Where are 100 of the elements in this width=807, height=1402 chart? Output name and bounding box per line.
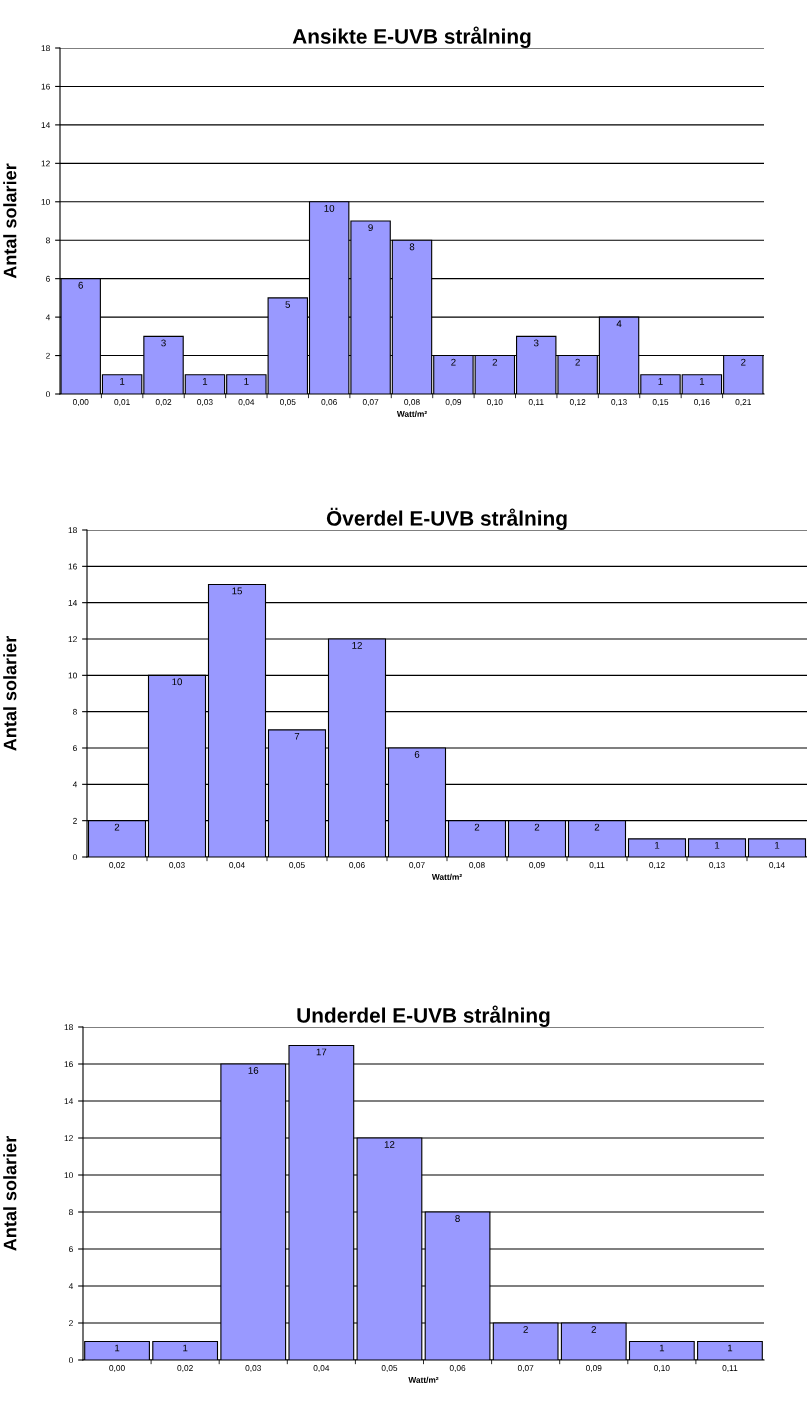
data-label: 1	[655, 841, 660, 849]
data-label: 3	[161, 339, 166, 347]
x-axis-title: Watt/m²	[408, 1376, 439, 1383]
y-tick-label: 14	[64, 1098, 74, 1105]
data-label: 2	[451, 358, 456, 366]
y-tick-label: 10	[68, 672, 77, 679]
data-label: 6	[78, 281, 83, 289]
x-axis-title: Watt/m²	[396, 410, 427, 417]
x-axis-title: Watt/m²	[431, 873, 462, 880]
data-label: 1	[202, 378, 208, 385]
x-tick-label: 0,03	[169, 862, 185, 869]
data-label: 1	[659, 1344, 665, 1352]
y-tick-label: 4	[72, 781, 78, 788]
x-tick-label: 0,06	[449, 1365, 466, 1372]
y-axis-title: Antal solarier	[3, 1136, 17, 1251]
x-tick-label: 0,10	[654, 1365, 670, 1372]
data-label: 8	[455, 1215, 460, 1222]
data-label: 12	[384, 1141, 395, 1148]
x-tick-label: 0,09	[445, 399, 462, 406]
y-tick-label: 12	[64, 1135, 73, 1142]
data-label: 5	[285, 301, 291, 308]
data-label: 1	[120, 378, 125, 385]
x-tick-label: 0,07	[409, 862, 425, 869]
x-tick-label: 0,04	[229, 862, 245, 869]
y-tick-label: 10	[41, 198, 50, 205]
x-tick-label: 0,13	[709, 862, 725, 869]
x-tick-label: 0,11	[722, 1365, 738, 1372]
x-tick-label: 0,09	[585, 1365, 602, 1372]
data-label: 7	[294, 732, 300, 740]
data-label: 2	[114, 823, 120, 831]
chart-title: Överdel E-UVB strålning	[326, 507, 567, 530]
x-tick-label: 0,04	[238, 399, 255, 406]
y-axis-title: Antal solarier	[3, 163, 17, 279]
y-axis-title: Antal solarier	[3, 636, 17, 751]
x-tick-label: 0,09	[529, 862, 545, 869]
data-label: 9	[368, 224, 373, 232]
data-label: 6	[414, 750, 420, 758]
data-label: 1	[775, 841, 780, 849]
x-tick-label: 0,03	[197, 399, 213, 406]
x-tick-label: 0,00	[109, 1365, 125, 1372]
y-tick-label: 18	[41, 45, 50, 52]
y-tick-label: 6	[46, 275, 50, 282]
y-tick-label: 4	[68, 1283, 74, 1290]
x-tick-label: 0,13	[611, 399, 627, 406]
x-tick-label: 0,08	[469, 862, 485, 869]
y-tick-label: 12	[41, 160, 50, 167]
data-label: 1	[244, 378, 249, 385]
y-tick-label: 10	[64, 1172, 73, 1179]
x-tick-label: 0,05	[279, 399, 296, 406]
x-tick-label: 0,08	[404, 399, 420, 406]
data-label: 2	[594, 823, 600, 831]
x-tick-label: 0,05	[289, 862, 305, 869]
x-tick-label: 0,03	[245, 1365, 261, 1372]
data-label: 17	[316, 1048, 327, 1056]
chart-title: Ansikte E-UVB strålning	[292, 26, 531, 48]
x-tick-label: 0,14	[769, 862, 785, 869]
x-tick-label: 0,05	[381, 1365, 398, 1372]
y-tick-label: 8	[46, 237, 50, 244]
data-label: 2	[575, 358, 580, 366]
data-label: 1	[183, 1344, 188, 1352]
x-tick-label: 0,00	[72, 399, 89, 406]
data-label: 2	[741, 358, 746, 366]
data-label: 2	[523, 1326, 528, 1333]
y-tick-label: 2	[73, 817, 77, 824]
y-tick-label: 2	[46, 352, 50, 359]
y-tick-label: 14	[41, 122, 51, 128]
x-tick-label: 0,11	[589, 862, 605, 869]
data-label: 1	[115, 1344, 120, 1352]
data-label: 2	[492, 358, 498, 366]
data-label: 10	[324, 204, 335, 212]
x-tick-label: 0,07	[517, 1365, 534, 1372]
data-label: 12	[352, 641, 362, 649]
y-tick-label: 0	[68, 1357, 73, 1364]
data-label: 1	[715, 841, 720, 849]
y-tick-label: 4	[45, 314, 51, 321]
data-label: 4	[616, 320, 622, 328]
data-label: 1	[699, 378, 705, 385]
y-tick-label: 6	[69, 1246, 73, 1253]
x-tick-label: 0,04	[313, 1365, 330, 1372]
data-label: 3	[533, 339, 539, 347]
x-tick-label: 0,06	[321, 399, 337, 406]
data-label: 10	[172, 678, 183, 686]
x-tick-label: 0,07	[362, 399, 379, 406]
x-tick-label: 0,02	[109, 862, 125, 869]
y-tick-label: 0	[45, 391, 50, 398]
y-tick-label: 16	[64, 1061, 73, 1068]
data-label: 2	[591, 1326, 596, 1333]
data-label: 8	[409, 243, 415, 251]
y-tick-label: 8	[73, 708, 77, 715]
x-tick-label: 0,02	[177, 1365, 193, 1372]
y-tick-label: 16	[41, 83, 50, 90]
y-tick-label: 6	[73, 745, 77, 752]
data-label: 1	[727, 1344, 733, 1352]
x-tick-label: 0,12	[569, 399, 586, 406]
data-label: 16	[248, 1067, 259, 1074]
x-tick-label: 0,11	[528, 399, 544, 406]
y-tick-label: 18	[64, 1024, 73, 1031]
y-tick-label: 0	[72, 854, 77, 861]
y-tick-label: 2	[69, 1320, 73, 1327]
x-tick-label: 0,10	[487, 399, 503, 406]
